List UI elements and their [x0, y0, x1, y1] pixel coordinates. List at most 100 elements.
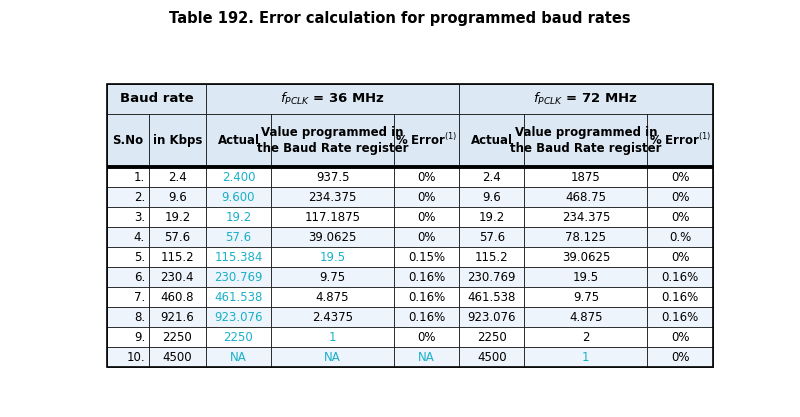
Text: NA: NA	[418, 351, 435, 364]
Bar	[271, 247, 394, 267]
Bar	[206, 347, 271, 367]
Text: 460.8: 460.8	[161, 291, 194, 304]
Text: 9.6: 9.6	[168, 191, 186, 204]
Bar	[524, 113, 647, 167]
Text: 2250: 2250	[223, 331, 254, 344]
Bar	[394, 247, 459, 267]
Bar	[206, 227, 271, 247]
Bar	[394, 113, 459, 167]
Bar	[524, 267, 647, 287]
Text: $f_{PCLK}$ = 36 MHz: $f_{PCLK}$ = 36 MHz	[280, 90, 385, 107]
Bar	[149, 167, 206, 187]
Text: 921.6: 921.6	[161, 311, 194, 324]
Text: 0.16%: 0.16%	[662, 311, 698, 324]
Text: 57.6: 57.6	[164, 231, 190, 244]
Bar	[524, 347, 647, 367]
Text: 1.: 1.	[134, 171, 145, 184]
Bar	[149, 207, 206, 227]
Text: 230.769: 230.769	[467, 271, 516, 284]
Text: 19.5: 19.5	[319, 251, 346, 264]
Text: 9.600: 9.600	[222, 191, 255, 204]
Text: 468.75: 468.75	[566, 191, 606, 204]
Bar	[107, 247, 149, 267]
Text: 19.2: 19.2	[164, 211, 190, 224]
Text: NA: NA	[230, 351, 247, 364]
Bar	[394, 327, 459, 347]
Bar	[206, 84, 459, 113]
Text: 0.15%: 0.15%	[408, 251, 446, 264]
Text: $f_{PCLK}$ = 72 MHz: $f_{PCLK}$ = 72 MHz	[534, 90, 638, 107]
Bar	[524, 247, 647, 267]
Text: 0%: 0%	[670, 351, 690, 364]
Bar	[647, 187, 713, 207]
Bar	[107, 84, 206, 113]
Text: 4500: 4500	[162, 351, 192, 364]
Text: 2.400: 2.400	[222, 171, 255, 184]
Text: 4500: 4500	[477, 351, 506, 364]
Text: 57.6: 57.6	[478, 231, 505, 244]
Bar	[459, 84, 713, 113]
Text: 9.75: 9.75	[573, 291, 599, 304]
Bar	[459, 327, 524, 347]
Bar	[206, 113, 271, 167]
Bar	[149, 307, 206, 327]
Bar	[149, 267, 206, 287]
Bar	[206, 247, 271, 267]
Bar	[206, 167, 271, 187]
Bar	[271, 187, 394, 207]
Text: 234.375: 234.375	[562, 211, 610, 224]
Bar	[459, 207, 524, 227]
Text: 0%: 0%	[418, 211, 436, 224]
Bar	[394, 167, 459, 187]
Text: Value programmed in
the Baud Rate register: Value programmed in the Baud Rate regist…	[510, 126, 662, 155]
Text: Actual: Actual	[470, 134, 513, 147]
Bar	[394, 307, 459, 327]
Text: 4.: 4.	[134, 231, 145, 244]
Bar	[107, 207, 149, 227]
Text: 115.2: 115.2	[475, 251, 509, 264]
Bar	[647, 113, 713, 167]
Bar	[271, 267, 394, 287]
Bar	[149, 187, 206, 207]
Bar	[459, 247, 524, 267]
Bar	[524, 227, 647, 247]
Text: 2: 2	[582, 331, 590, 344]
Bar	[149, 327, 206, 347]
Text: 9.: 9.	[134, 331, 145, 344]
Text: 234.375: 234.375	[308, 191, 357, 204]
Bar	[459, 187, 524, 207]
Bar	[107, 227, 149, 247]
Text: S.No: S.No	[113, 134, 144, 147]
Text: 0%: 0%	[418, 171, 436, 184]
Text: 2.4: 2.4	[482, 171, 501, 184]
Text: 117.1875: 117.1875	[305, 211, 361, 224]
Text: 0%: 0%	[670, 171, 690, 184]
Bar	[107, 187, 149, 207]
Text: 2.: 2.	[134, 191, 145, 204]
Text: Baud rate: Baud rate	[120, 92, 194, 105]
Text: 19.2: 19.2	[226, 211, 251, 224]
Text: Value programmed in
the Baud Rate register: Value programmed in the Baud Rate regist…	[257, 126, 408, 155]
Text: 8.: 8.	[134, 311, 145, 324]
Bar	[206, 267, 271, 287]
Text: % Error$^{(1)}$: % Error$^{(1)}$	[395, 133, 458, 148]
Text: Actual: Actual	[218, 134, 259, 147]
Text: 2250: 2250	[162, 331, 192, 344]
Bar	[107, 113, 149, 167]
Text: 0%: 0%	[418, 331, 436, 344]
Bar	[394, 347, 459, 367]
Bar	[271, 287, 394, 307]
Text: 923.076: 923.076	[467, 311, 516, 324]
Text: 10.: 10.	[126, 351, 145, 364]
Text: 78.125: 78.125	[566, 231, 606, 244]
Text: 19.2: 19.2	[478, 211, 505, 224]
Bar	[107, 307, 149, 327]
Text: 4.875: 4.875	[569, 311, 602, 324]
Text: 0.16%: 0.16%	[408, 271, 446, 284]
Bar	[524, 207, 647, 227]
Bar	[107, 287, 149, 307]
Bar	[459, 347, 524, 367]
Bar	[149, 287, 206, 307]
Bar	[459, 227, 524, 247]
Bar	[206, 207, 271, 227]
